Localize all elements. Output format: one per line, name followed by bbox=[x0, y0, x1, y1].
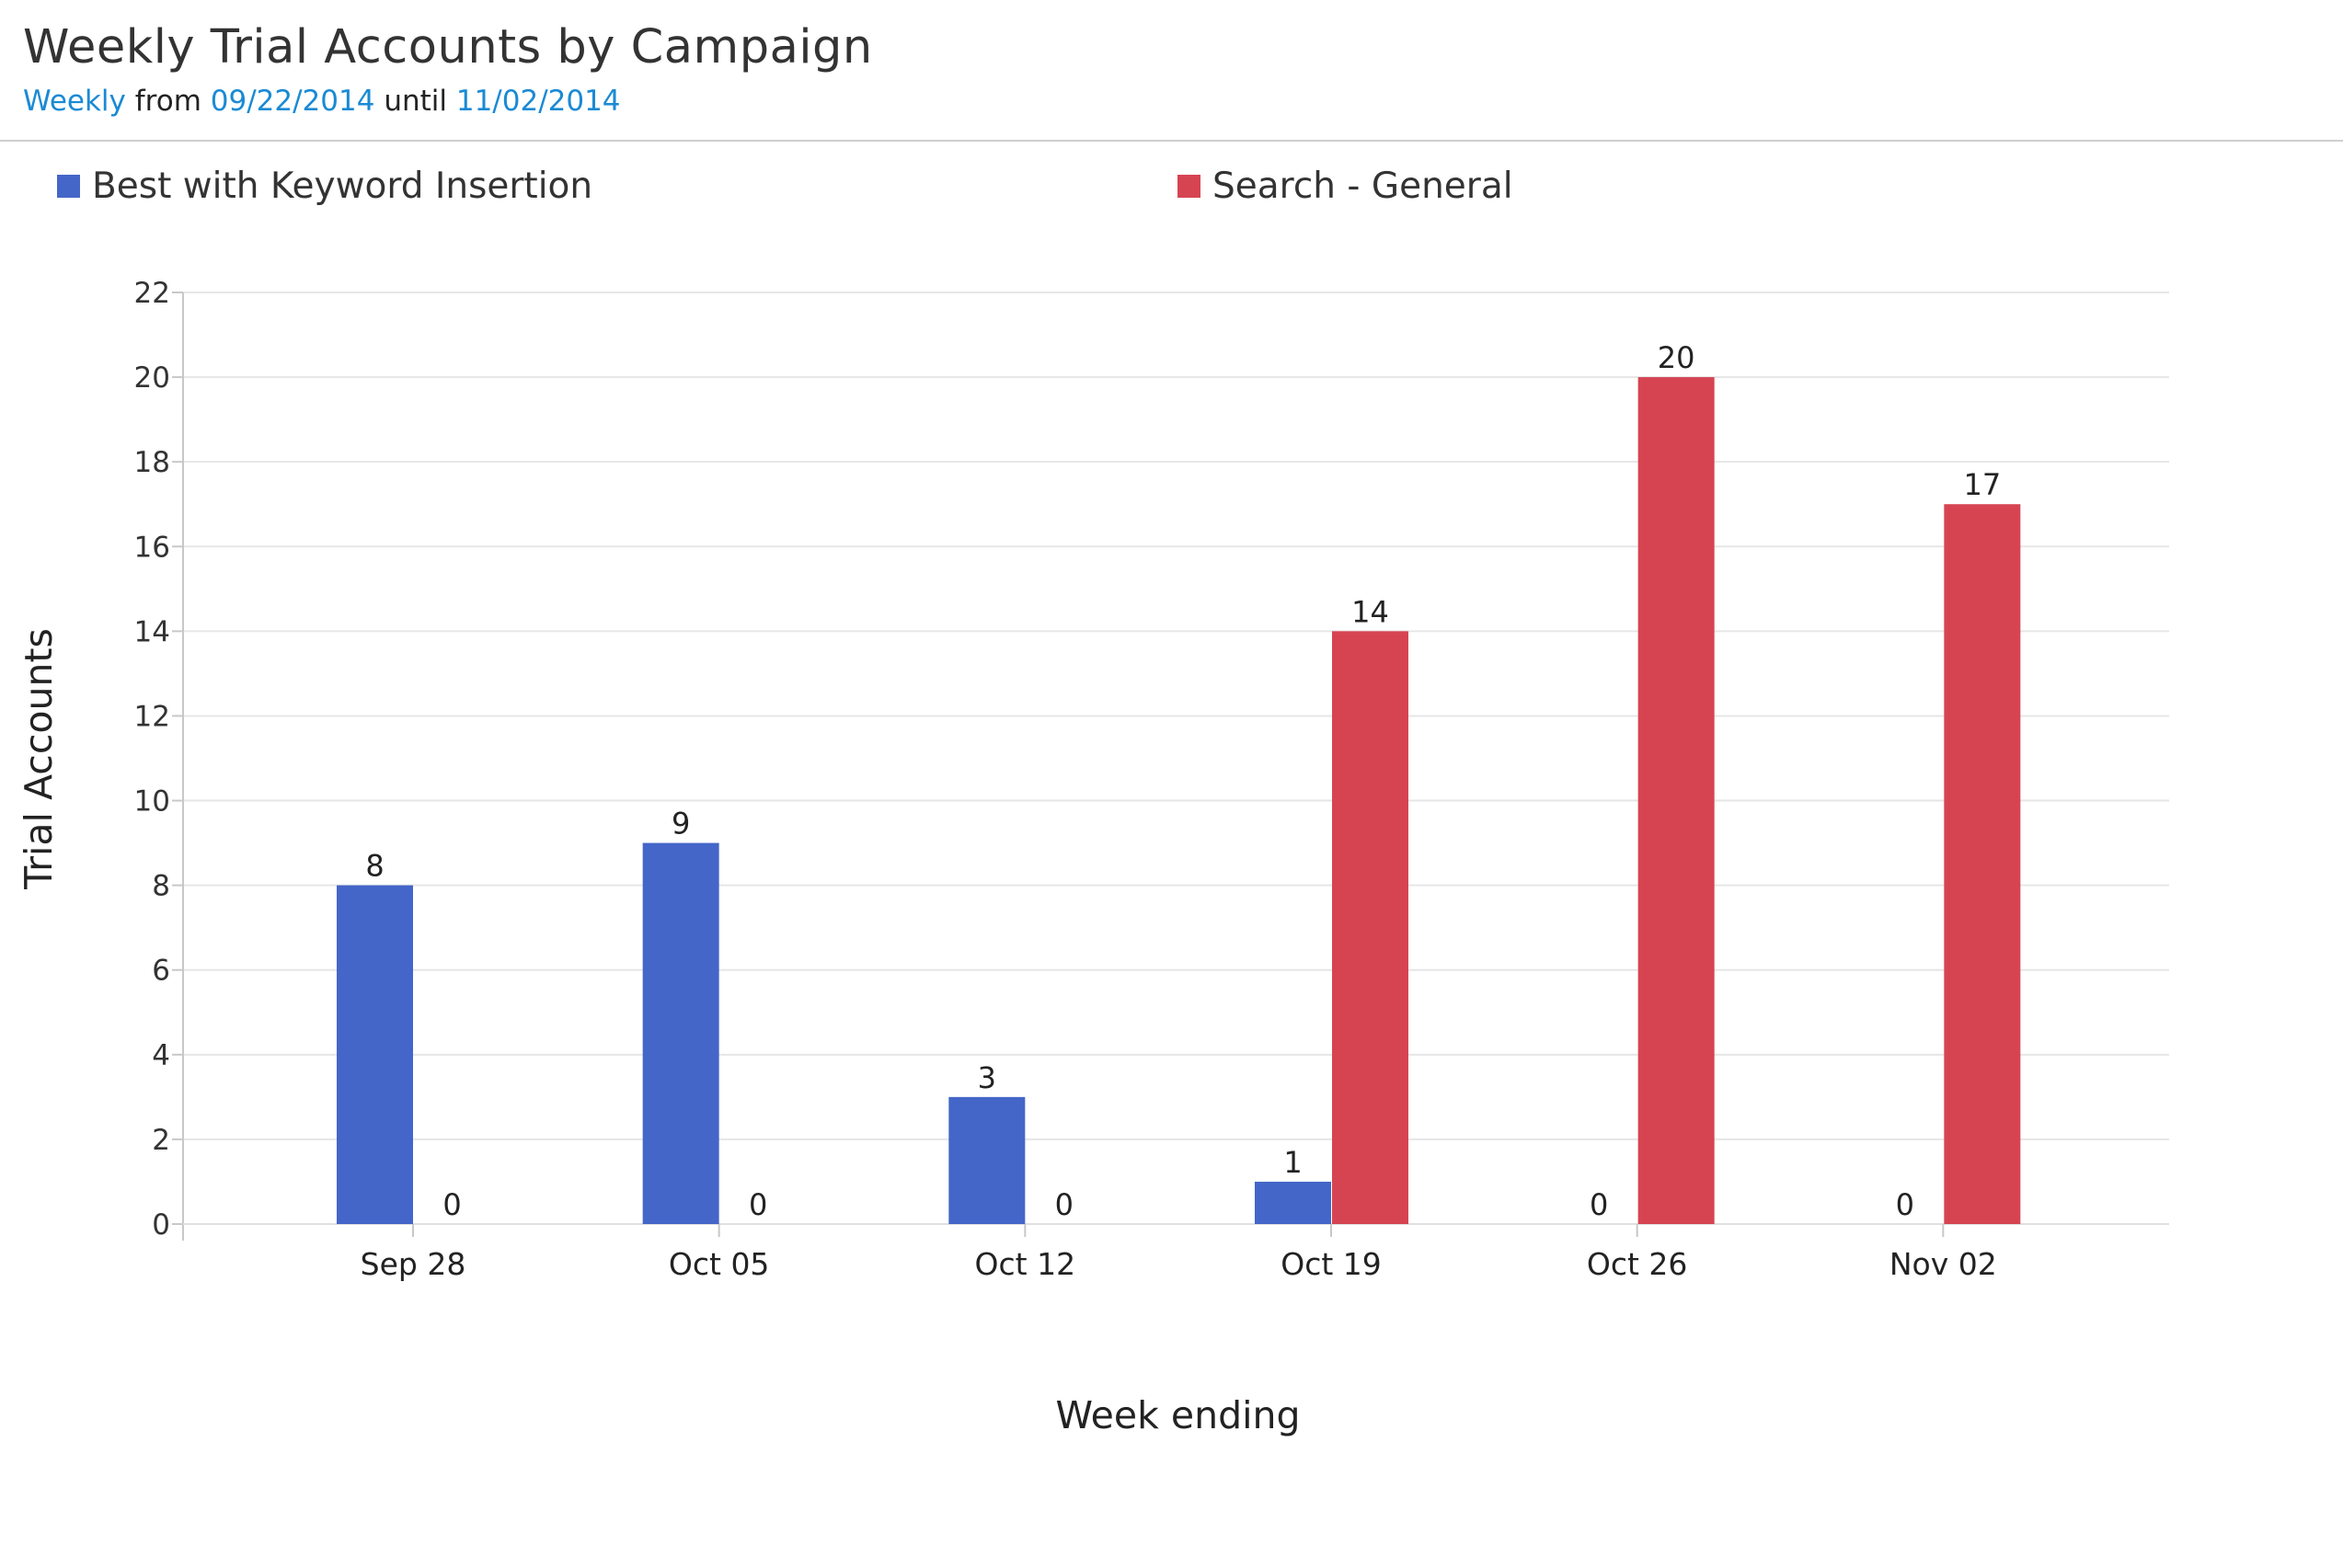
date-range-subtitle: Weekly from 09/22/2014 until 11/02/2014 bbox=[23, 85, 621, 118]
x-tick-label: Oct 19 bbox=[1281, 1246, 1382, 1282]
until-text: until bbox=[384, 85, 447, 118]
data-label: 9 bbox=[672, 807, 690, 841]
data-label: 0 bbox=[1055, 1187, 1074, 1222]
y-tick-label: 10 bbox=[134, 785, 170, 818]
legend-item-series-1[interactable]: Best with Keyword Insertion bbox=[57, 166, 592, 207]
data-label: 1 bbox=[1283, 1145, 1302, 1180]
legend-item-series-2[interactable]: Search - General bbox=[1177, 166, 1513, 207]
y-tick-label: 18 bbox=[134, 446, 170, 479]
chart-legend: Best with Keyword Insertion Search - Gen… bbox=[0, 166, 2343, 212]
bar-series-1 bbox=[337, 885, 413, 1224]
bar-series-1 bbox=[642, 842, 719, 1224]
y-tick-label: 22 bbox=[134, 277, 170, 310]
bar-series-1 bbox=[1254, 1181, 1331, 1224]
bar-series-2 bbox=[1331, 631, 1408, 1224]
chart-header: Weekly Trial Accounts by Campaign Weekly… bbox=[0, 0, 2343, 142]
data-label: 0 bbox=[442, 1187, 461, 1222]
x-tick-label: Nov 02 bbox=[1889, 1246, 1997, 1282]
legend-label-series-2: Search - General bbox=[1212, 166, 1513, 207]
legend-label-series-1: Best with Keyword Insertion bbox=[92, 166, 593, 207]
y-axis-title: Trial Accounts bbox=[17, 628, 61, 890]
data-label: 20 bbox=[1658, 340, 1695, 375]
legend-swatch-series-2 bbox=[1177, 175, 1200, 198]
interval-link[interactable]: Weekly bbox=[23, 85, 126, 118]
y-tick-label: 14 bbox=[134, 615, 170, 648]
data-label: 0 bbox=[1896, 1187, 1914, 1222]
data-label: 8 bbox=[365, 849, 384, 884]
legend-swatch-series-1 bbox=[57, 175, 80, 198]
x-tick-label: Oct 26 bbox=[1587, 1246, 1688, 1282]
bar-series-1 bbox=[948, 1096, 1026, 1224]
x-axis-title: Week ending bbox=[1056, 1393, 1301, 1437]
x-tick-label: Oct 05 bbox=[669, 1246, 770, 1282]
bar-series-2 bbox=[1944, 504, 2021, 1224]
y-tick-label: 4 bbox=[152, 1039, 170, 1072]
bar-series-2 bbox=[1637, 377, 1715, 1224]
y-tick-label: 6 bbox=[152, 955, 170, 988]
data-label: 3 bbox=[978, 1060, 996, 1095]
data-label: 0 bbox=[1590, 1187, 1608, 1222]
chart-title: Weekly Trial Accounts by Campaign bbox=[23, 20, 873, 74]
from-text: from bbox=[134, 85, 201, 118]
x-tick-label: Oct 12 bbox=[975, 1246, 1076, 1282]
data-label: 0 bbox=[749, 1187, 767, 1222]
data-label: 17 bbox=[1963, 467, 2001, 502]
start-date-link[interactable]: 09/22/2014 bbox=[210, 85, 375, 118]
y-tick-label: 0 bbox=[152, 1208, 170, 1242]
y-tick-label: 2 bbox=[152, 1124, 170, 1157]
y-tick-label: 8 bbox=[152, 870, 170, 903]
end-date-link[interactable]: 11/02/2014 bbox=[455, 85, 621, 118]
y-tick-label: 16 bbox=[134, 531, 170, 564]
data-label: 14 bbox=[1351, 594, 1389, 629]
x-tick-label: Sep 28 bbox=[361, 1246, 466, 1282]
y-tick-label: 12 bbox=[134, 700, 170, 733]
y-tick-label: 20 bbox=[134, 361, 170, 395]
